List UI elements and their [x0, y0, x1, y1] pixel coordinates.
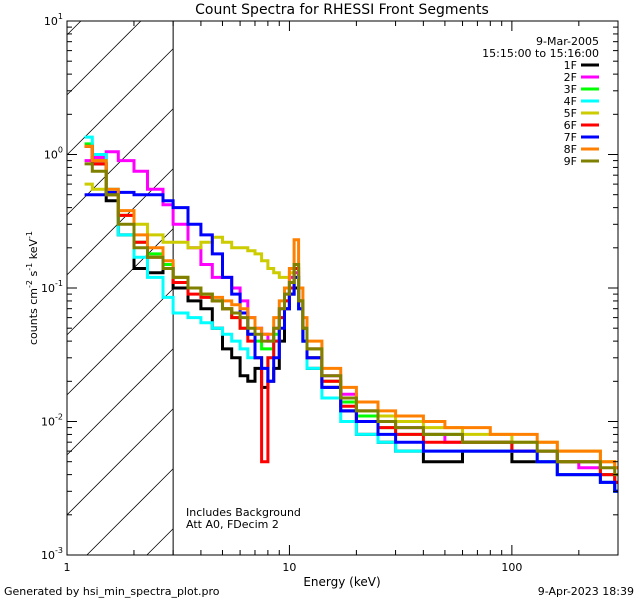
x-axis-label: Energy (keV) [303, 575, 380, 589]
x-tick-label: 100 [501, 561, 522, 574]
series-line-3F [84, 142, 618, 484]
y-label-exp3: -1 [25, 231, 34, 239]
hatch-line [146, 528, 174, 556]
legend-label-9F: 9F [564, 155, 577, 168]
y-label-prefix: counts cm [27, 288, 40, 345]
legend-label-5F: 5F [564, 107, 577, 120]
hatch-line [66, 168, 174, 276]
legend-label-6F: 6F [564, 119, 577, 132]
x-tick-label: 1 [64, 561, 71, 574]
y-tick-label: 10-2 [41, 413, 63, 429]
hatch-line [66, 20, 82, 36]
legend-label-1F: 1F [564, 59, 577, 72]
x-tick-label: 10 [282, 561, 296, 574]
y-tick-labels: 10-3 10-2 10-1 100 101 [41, 12, 63, 562]
annotation-attenuator: Att A0, FDecim 2 [186, 518, 279, 531]
y-tick-label: 10-1 [41, 279, 63, 295]
hatch-line [66, 408, 174, 516]
series-line-7F [84, 190, 618, 493]
series-line-6F [84, 144, 618, 484]
legend-date: 9-Mar-2005 [536, 35, 599, 48]
y-label-exp1: -2 [25, 280, 34, 288]
hatch-line [66, 228, 174, 336]
legend-label-3F: 3F [564, 83, 577, 96]
legend-label-4F: 4F [564, 95, 577, 108]
chart-title: Count Spectra for RHESSI Front Segments [195, 2, 489, 18]
hatch-line [66, 348, 174, 456]
footer-generated-by: Generated by hsi_min_spectra_plot.pro [4, 585, 220, 598]
legend-label-8F: 8F [564, 143, 577, 156]
y-tick-label: 101 [44, 12, 63, 28]
footer-date-stamp: 9-Apr-2023 18:39 [538, 585, 634, 598]
series-line-8F [84, 144, 618, 470]
series-line-9F [84, 162, 618, 477]
excluded-region-hatch [66, 20, 174, 556]
hatch-line [86, 468, 174, 556]
y-label-mid2: keV [27, 239, 40, 263]
legend-label-7F: 7F [564, 131, 577, 144]
series-group [84, 135, 618, 493]
y-label-exp2: -1 [25, 263, 34, 271]
legend-label-2F: 2F [564, 71, 577, 84]
annotation-background: Includes Background [186, 506, 301, 519]
y-label-mid1: s [27, 270, 40, 279]
axis-ticks [66, 20, 619, 556]
legend-time-range: 15:15:00 to 15:16:00 [482, 47, 599, 60]
series-line-5F [84, 182, 618, 470]
x-tick-labels: 1 10 100 [64, 561, 523, 574]
hatch-line [66, 288, 174, 396]
hatch-line [66, 20, 142, 96]
plot-frame [66, 20, 619, 556]
y-axis-label: counts cm-2 s-1 keV-1 [25, 231, 40, 345]
y-tick-label: 100 [44, 146, 63, 162]
hatch-line [66, 48, 174, 156]
y-tick-label: 10-3 [41, 546, 63, 562]
